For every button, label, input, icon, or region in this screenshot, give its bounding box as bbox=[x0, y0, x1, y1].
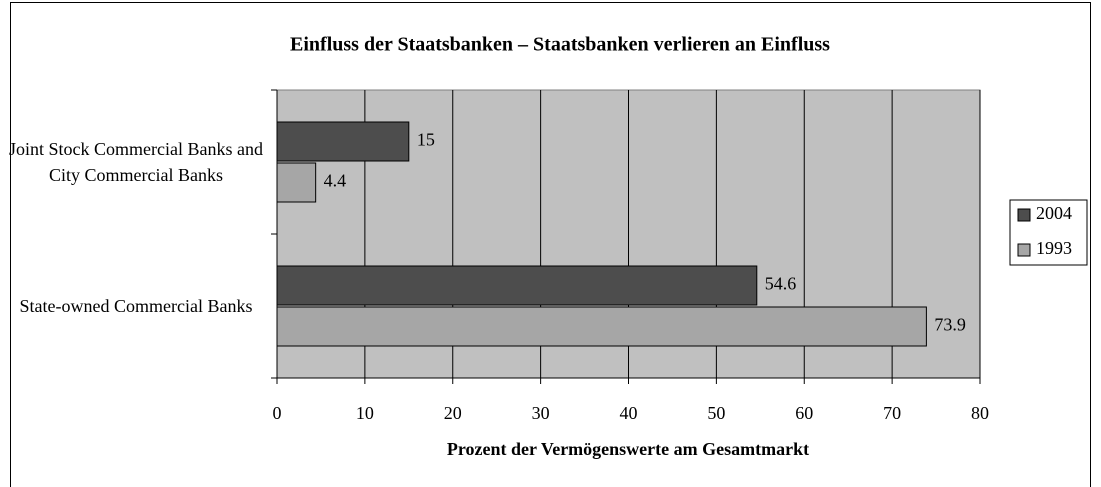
legend-swatch bbox=[1017, 208, 1031, 222]
legend-swatch bbox=[1017, 243, 1031, 257]
bar bbox=[276, 121, 410, 162]
y-tick-label: State-owned Commercial Banks bbox=[19, 296, 253, 316]
x-tick-label: 80 bbox=[971, 403, 989, 423]
x-tick-label: 60 bbox=[795, 403, 813, 423]
data-label: 4.4 bbox=[324, 171, 347, 191]
legend-label: 2004 bbox=[1036, 203, 1072, 223]
x-tick-label: 30 bbox=[532, 403, 550, 423]
x-tick-label: 10 bbox=[356, 403, 374, 423]
x-tick-label: 50 bbox=[707, 403, 725, 423]
x-tick-label: 0 bbox=[273, 403, 282, 423]
data-label: 15 bbox=[417, 130, 435, 150]
legend-label: 1993 bbox=[1036, 238, 1072, 258]
bar bbox=[276, 162, 317, 203]
bar bbox=[276, 265, 758, 306]
data-label: 54.6 bbox=[765, 274, 797, 294]
x-tick-label: 20 bbox=[444, 403, 462, 423]
x-tick-label: 40 bbox=[620, 403, 638, 423]
data-label: 73.9 bbox=[934, 315, 966, 335]
y-tick-label: Joint Stock Commercial Banks and City Co… bbox=[9, 139, 263, 185]
x-axis-title: Prozent der Vermögenswerte am Gesamtmark… bbox=[447, 439, 809, 459]
chart-title: Einfluss der Staatsbanken – Staatsbanken… bbox=[290, 34, 830, 56]
bar bbox=[276, 306, 927, 347]
x-tick-label: 70 bbox=[883, 403, 901, 423]
